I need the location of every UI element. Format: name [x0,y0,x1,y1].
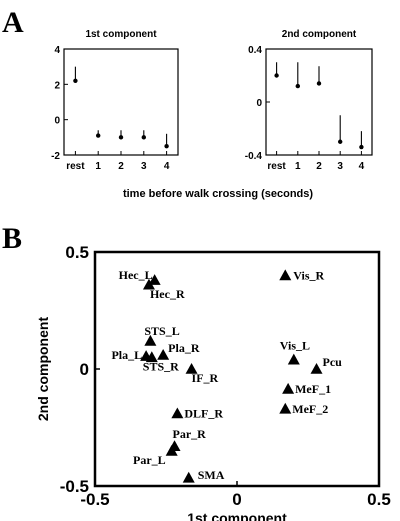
scatter-components: -0.5 0 0.5 0.5 0 -0.5 1st component 2nd compone… [35,243,391,521]
data-point-1 [73,78,78,84]
data-point-2 [295,83,300,89]
data-point-1 [164,143,169,149]
x-tick-label: 0.5 [367,490,391,509]
point-marker [157,348,170,360]
point-marker [279,269,292,281]
data-point-2 [359,144,364,150]
point-label: Par_R [173,427,207,441]
y-tick-label-1: 4 [54,45,60,56]
y-tick-label-1: -2 [51,151,60,162]
x-tick-label-1: 4 [164,161,170,172]
y-tick-label: -0.5 [60,477,89,496]
y-tick-label-2: 0.4 [248,45,262,56]
point-label: Pla_R [168,341,200,355]
point-marker [142,278,155,290]
x-tick-label-2: 3 [337,161,343,172]
point-marker [287,353,300,365]
data-point-1 [118,135,124,140]
point-marker [282,382,295,394]
point-marker [185,363,198,374]
point-label: Pcu [323,355,343,369]
x-tick-label: -0.5 [80,490,109,509]
panel-label-a: A [2,6,24,39]
y-tick-label: 0.5 [65,243,89,262]
x-tick-label-1: 1 [95,161,101,172]
data-point-1 [96,133,101,138]
y-tick-label-1: 0 [54,116,60,127]
y-tick-label-1: 2 [54,80,60,91]
point-marker [145,351,158,363]
point-label: MeF_2 [292,402,328,416]
point-label: Pla_L [111,348,142,362]
shared-x-axis-label: time before walk crossing (seconds) [123,188,313,200]
x-tick-label-1: rest [66,161,85,172]
chart-title-1: 1st component [85,29,157,40]
point-label: STS_R [143,359,179,373]
point-label: IF_R [192,371,219,385]
plot-frame-2 [265,48,373,156]
point-label: MeF_1 [295,382,331,396]
data-point-2 [338,139,343,144]
x-tick-label-2: 4 [359,161,365,172]
y-tick-label-2: -0.4 [245,151,263,162]
panel-label-b: B [2,222,22,255]
chart-title-2: 2nd component [282,29,357,40]
point-marker [182,471,195,483]
chart-1st-component: 1st component 4 2 0 -2 rest 1 2 3 4 [51,29,179,172]
y-axis-label: 2nd component [35,317,51,422]
y-tick-label: 0 [80,360,89,379]
data-point-2 [316,81,322,86]
x-tick-label-2: 2 [316,161,322,172]
point-marker [148,274,161,285]
x-tick-label-2: 1 [295,161,301,172]
x-tick-label-1: 3 [141,161,147,172]
point-label: STS_L [144,324,179,338]
point-label: SMA [198,468,225,482]
point-marker [279,402,292,414]
point-marker [310,363,323,374]
point-label: Vis_R [293,268,324,282]
x-axis-label: 1st component [187,510,287,521]
scatter-frame [93,250,381,488]
chart-2nd-component: 2nd component 0.4 0 -0.4 rest 1 2 3 4 [245,29,373,172]
point-label: DLF_R [184,406,223,420]
point-label: Vis_L [280,339,310,353]
x-tick-label: 0 [232,490,241,509]
point-marker [171,407,184,419]
point-marker [144,334,157,346]
data-point-2 [274,73,279,78]
point-label: Hec_R [150,287,185,301]
x-tick-label-2: rest [267,161,286,172]
point-label: Hec_L [119,268,153,282]
x-tick-label-1: 2 [118,161,124,172]
y-tick-label-2: 0 [256,98,262,109]
point-label: Par_L [133,453,166,467]
point-marker [165,444,178,456]
data-point-1 [141,135,146,140]
